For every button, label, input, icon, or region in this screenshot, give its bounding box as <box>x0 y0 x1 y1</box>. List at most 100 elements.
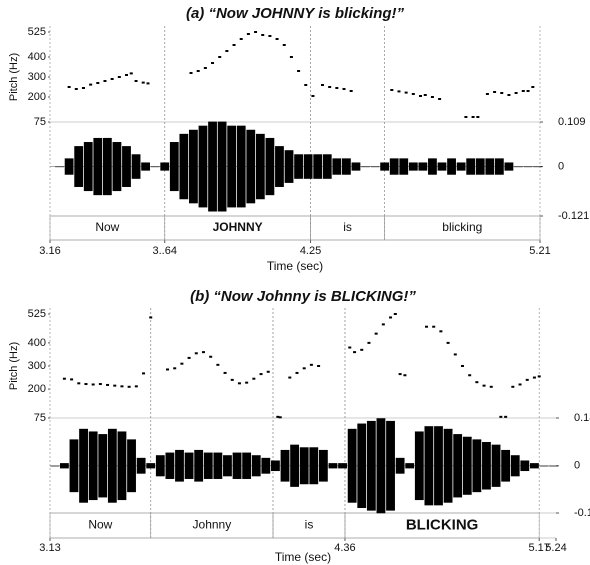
waveform-bar <box>227 125 237 208</box>
waveform-bar <box>376 418 386 514</box>
pitch-point <box>398 373 402 376</box>
interval-label: JOHNNY <box>213 220 263 234</box>
interval-label: Now <box>95 220 119 234</box>
pitch-point <box>91 383 95 386</box>
y2-tick-label: 0 <box>574 460 580 472</box>
waveform-bar <box>443 428 453 503</box>
waveform-bar <box>213 452 223 479</box>
waveform-bar <box>466 158 476 175</box>
waveform-bar <box>456 162 466 171</box>
pitch-point <box>393 313 397 315</box>
pitch-point <box>275 38 279 40</box>
pitch-point <box>225 50 229 52</box>
pitch-point <box>397 90 401 93</box>
pitch-point <box>532 376 536 379</box>
pitch-point <box>196 70 200 72</box>
waveform-bar <box>414 431 424 501</box>
waveform-bar <box>472 439 482 493</box>
waveform-bar <box>303 154 313 179</box>
pitch-point <box>223 371 227 374</box>
x-tick-label: 3.13 <box>39 542 60 554</box>
waveform-bar <box>155 455 165 477</box>
waveform-bar <box>341 158 351 175</box>
waveform-bar <box>194 449 204 482</box>
pitch-point <box>142 372 146 375</box>
pitch-point <box>166 368 170 371</box>
waveform-bar <box>127 439 136 493</box>
pitch-point <box>475 381 479 384</box>
y-tick-label: 75 <box>34 116 46 128</box>
pitch-point <box>468 374 472 377</box>
waveform-bar <box>437 162 447 171</box>
waveform-bar <box>50 465 60 467</box>
pitch-point <box>432 325 436 328</box>
waveform-bar <box>389 158 399 175</box>
waveform-bar <box>408 162 418 171</box>
waveform-bar <box>251 455 261 477</box>
waveform-bar <box>246 129 256 204</box>
pitch-point <box>84 383 88 386</box>
pitch-point <box>518 383 522 386</box>
interval-label: Now <box>88 518 112 532</box>
pitch-point <box>425 325 429 328</box>
pitch-point <box>98 383 102 386</box>
y2-tick-label: 0 <box>558 160 564 172</box>
pitch-point <box>124 74 128 76</box>
waveform-bar <box>265 137 275 196</box>
waveform-bar <box>462 436 472 495</box>
pitch-point <box>254 31 258 33</box>
waveform-bar <box>69 439 79 493</box>
waveform-bar <box>299 447 309 485</box>
waveform-bar <box>189 129 198 204</box>
waveform-bar <box>122 146 131 187</box>
waveform-bar <box>217 121 227 212</box>
waveform-bar <box>523 166 533 168</box>
pitch-point <box>348 346 352 349</box>
x-axis-label: Time (sec) <box>267 259 323 273</box>
pitch-point <box>211 62 215 64</box>
pitch-point <box>360 348 364 351</box>
y-axis-label: Pitch (Hz) <box>8 342 20 390</box>
waveform-bar <box>232 452 242 479</box>
pitch-point <box>187 356 191 359</box>
pitch-point <box>482 384 486 387</box>
waveform-bar <box>366 420 376 511</box>
y-tick-label: 300 <box>28 360 46 372</box>
pitch-point <box>103 80 107 82</box>
waveform-bar <box>485 158 495 175</box>
pitch-point <box>89 83 93 86</box>
waveform-bar <box>386 420 395 511</box>
waveform-bar <box>271 460 280 472</box>
interval <box>344 512 540 539</box>
waveform-bar <box>290 444 300 487</box>
waveform-bar <box>141 162 151 171</box>
pitch-point <box>77 382 81 385</box>
x-tick-label: 4.25 <box>300 245 321 257</box>
waveform-bar <box>275 146 284 187</box>
waveform-bar <box>370 166 380 168</box>
pitch-point <box>328 86 332 88</box>
waveform-bar <box>338 463 347 469</box>
waveform-bar <box>510 455 520 477</box>
pitch-point <box>149 316 153 319</box>
y-tick-label: 300 <box>28 71 46 83</box>
waveform-bar <box>361 166 370 168</box>
pitch-point <box>302 367 306 370</box>
waveform-bar <box>98 434 108 498</box>
waveform-bar <box>93 137 103 196</box>
waveform-bar <box>424 426 434 506</box>
pitch-point <box>537 375 541 378</box>
waveform-bar <box>399 158 409 175</box>
waveform-bar <box>102 137 112 196</box>
x-tick-label: 5.21 <box>529 245 550 257</box>
pitch-point <box>110 78 114 80</box>
pitch-point <box>507 94 511 96</box>
pitch-point <box>493 91 497 93</box>
pitch-point <box>120 385 124 388</box>
pitch-point <box>526 90 530 92</box>
waveform-bar <box>453 434 463 498</box>
pitch-point <box>129 72 133 75</box>
pitch-point <box>367 341 371 344</box>
pitch-point <box>439 330 443 333</box>
y2-tick-label: 0.181 <box>574 412 590 424</box>
